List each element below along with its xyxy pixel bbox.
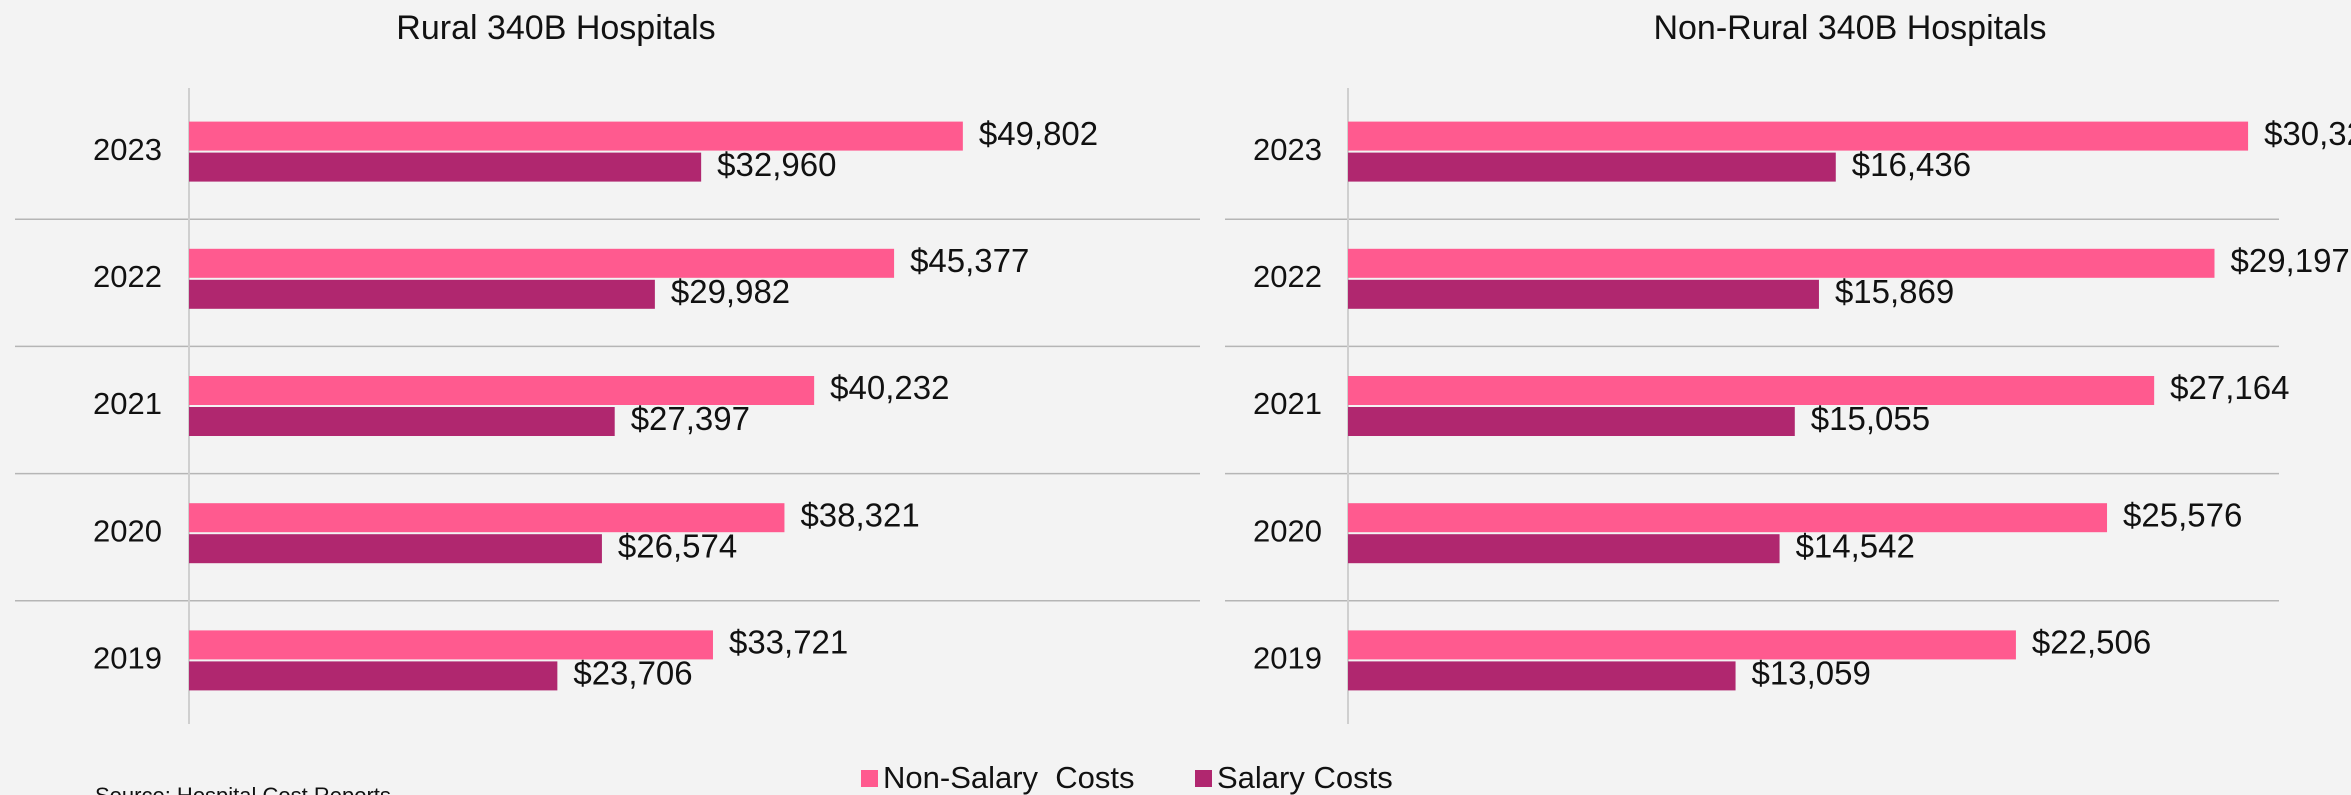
legend-swatch — [861, 770, 878, 787]
data-label: $27,397 — [631, 400, 750, 437]
bar — [1348, 630, 2016, 660]
bar — [1348, 407, 1795, 436]
source-note: Source: Hospital Cost Reports — [95, 783, 391, 795]
bar — [1348, 279, 1819, 309]
data-label: $32,960 — [717, 146, 836, 183]
y-tick-label: 2022 — [1253, 259, 1322, 294]
bar — [189, 407, 615, 436]
bar — [189, 121, 963, 151]
data-label: $29,197 — [2230, 242, 2349, 279]
data-label: $27,164 — [2170, 369, 2289, 406]
data-label: $16,436 — [1852, 146, 1971, 183]
bar — [1348, 661, 1736, 691]
data-label: $30,329 — [2264, 115, 2351, 152]
data-label: $25,576 — [2123, 496, 2242, 533]
legend-label: Non-Salary Costs — [883, 760, 1135, 795]
bar — [189, 534, 602, 564]
data-label: $13,059 — [1752, 655, 1871, 692]
bar — [1348, 121, 2249, 151]
data-label: $33,721 — [729, 624, 848, 661]
y-tick-label: 2020 — [1253, 513, 1322, 548]
bar — [189, 152, 702, 182]
bar — [189, 279, 655, 309]
bar — [189, 248, 895, 278]
bar — [1348, 534, 1780, 564]
bar — [1348, 503, 2108, 533]
y-tick-label: 2022 — [93, 259, 162, 294]
y-tick-label: 2019 — [93, 641, 162, 676]
y-tick-label: 2019 — [1253, 641, 1322, 676]
data-label: $49,802 — [979, 115, 1098, 152]
y-tick-label: 2023 — [1253, 132, 1322, 167]
data-label: $15,869 — [1835, 273, 1954, 310]
data-label: $15,055 — [1811, 400, 1930, 437]
data-label: $23,706 — [573, 655, 692, 692]
bar — [189, 503, 785, 533]
bar — [189, 661, 558, 691]
y-tick-label: 2021 — [93, 386, 162, 421]
bar — [1348, 152, 1836, 182]
chart-title: Non-Rural 340B Hospitals — [1653, 9, 2046, 47]
data-label: $29,982 — [671, 273, 790, 310]
data-label: $14,542 — [1796, 527, 1915, 564]
data-label: $38,321 — [800, 496, 919, 533]
bar — [1348, 376, 2155, 405]
data-label: $26,574 — [618, 527, 737, 564]
y-tick-label: 2023 — [93, 132, 162, 167]
bar — [189, 630, 713, 660]
y-tick-label: 2020 — [93, 513, 162, 548]
data-label: $22,506 — [2032, 624, 2151, 661]
chart-title: Rural 340B Hospitals — [396, 9, 715, 47]
bar — [1348, 248, 2215, 278]
data-label: $45,377 — [910, 242, 1029, 279]
y-tick-label: 2021 — [1253, 386, 1322, 421]
data-label: $40,232 — [830, 369, 949, 406]
bar — [189, 376, 815, 405]
legend-label: Salary Costs — [1217, 760, 1393, 795]
legend-swatch — [1195, 770, 1212, 787]
